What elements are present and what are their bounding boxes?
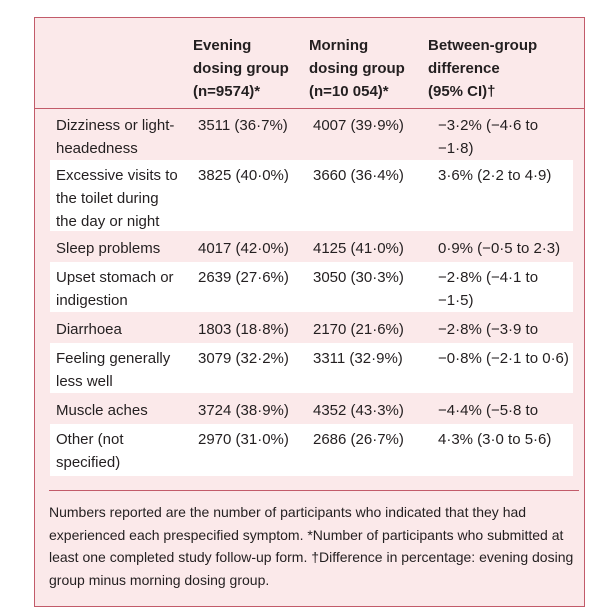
morning-cell: 3050 (30·3%): [313, 269, 404, 286]
table-row: Feeling generally less well 3079 (32·2%)…: [50, 343, 573, 393]
morning-cell: 4352 (43·3%): [313, 402, 404, 419]
symptom-cell: Feeling generally less well: [56, 350, 171, 390]
evening-cell: 3079 (32·2%): [198, 350, 289, 367]
difference-cell: −0·8% (−2·1 to 0·6): [438, 350, 569, 367]
morning-cell: 4007 (39·9%): [313, 117, 404, 134]
table-row: Excessive visits to the toilet during th…: [50, 160, 573, 231]
evening-cell: 3511 (36·7%): [198, 117, 288, 134]
evening-cell: 2639 (27·6%): [198, 269, 289, 286]
table-row: Dizziness or light- headedness 3511 (36·…: [50, 110, 573, 158]
header-evening-dosing-group: Evening dosing group (n=9574)*: [193, 37, 289, 100]
evening-cell: 3724 (38·9%): [198, 402, 289, 419]
morning-cell: 4125 (41·0%): [313, 240, 404, 257]
symptom-cell: Dizziness or light- headedness: [56, 117, 175, 157]
table-row: Sleep problems 4017 (42·0%) 4125 (41·0%)…: [50, 233, 573, 260]
difference-cell: 0·9% (−0·5 to 2·3): [438, 240, 561, 257]
table-header: Evening dosing group (n=9574)* Morning d…: [35, 18, 584, 109]
difference-cell: −3·2% (−4·6 to −1·8): [438, 117, 539, 157]
evening-cell: 3825 (40·0%): [198, 167, 289, 184]
header-morning-dosing-group: Morning dosing group (n=10 054)*: [309, 37, 405, 100]
table-footnote: Numbers reported are the number of parti…: [49, 490, 579, 591]
header-between-group-difference: Between-group difference (95% CI)†: [428, 37, 538, 100]
symptom-cell: Upset stomach or indigestion: [56, 269, 174, 309]
morning-cell: 3660 (36·4%): [313, 167, 404, 184]
difference-cell: 3·6% (2·2 to 4·9): [438, 167, 552, 184]
table-row: Muscle aches 3724 (38·9%) 4352 (43·3%) −…: [50, 395, 573, 442]
evening-cell: 1803 (18·8%): [198, 321, 289, 338]
table-row: Diarrhoea 1803 (18·8%) 2170 (21·6%) −2·8…: [50, 314, 573, 361]
morning-cell: 3311 (32·9%): [313, 350, 403, 367]
difference-cell: 4·3% (3·0 to 5·6): [438, 431, 552, 448]
symptom-cell: Muscle aches: [56, 402, 148, 419]
symptom-table: Evening dosing group (n=9574)* Morning d…: [34, 17, 585, 607]
difference-cell: −2·8% (−4·1 to −1·5): [438, 269, 539, 309]
table-row: Upset stomach or indigestion 2639 (27·6%…: [50, 262, 573, 312]
symptom-cell: Excessive visits to the toilet during th…: [56, 167, 178, 230]
symptom-cell: Sleep problems: [56, 240, 161, 257]
evening-cell: 2970 (31·0%): [198, 431, 289, 448]
evening-cell: 4017 (42·0%): [198, 240, 289, 257]
morning-cell: 2686 (26·7%): [313, 431, 404, 448]
symptom-cell: Diarrhoea: [56, 321, 122, 338]
morning-cell: 2170 (21·6%): [313, 321, 404, 338]
symptom-cell: Other (not specified): [56, 431, 124, 471]
table-row: Other (not specified) 2970 (31·0%) 2686 …: [50, 424, 573, 476]
